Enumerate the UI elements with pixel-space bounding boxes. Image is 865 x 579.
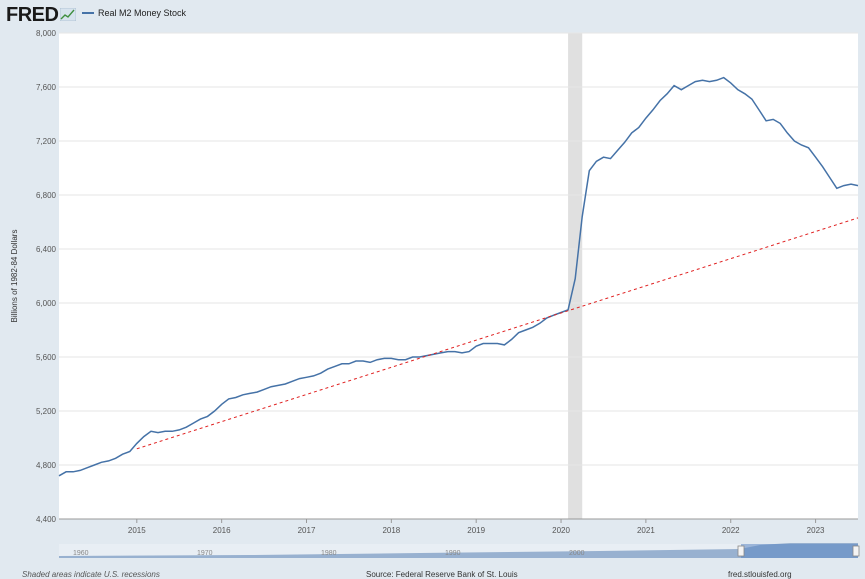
x-tick-label: 2018: [382, 526, 400, 535]
navigator-handle-right[interactable]: [852, 545, 860, 557]
x-tick-label: 2020: [552, 526, 570, 535]
x-tick-label: 2021: [637, 526, 655, 535]
plot-area: [59, 33, 858, 519]
source-note: Source: Federal Reserve Bank of St. Loui…: [366, 570, 518, 579]
navigator-selection[interactable]: [741, 544, 858, 558]
x-tick-label: 2016: [213, 526, 231, 535]
x-tick-label: 2019: [467, 526, 485, 535]
fred-graph-icon: [60, 8, 76, 21]
legend-swatch: [82, 12, 94, 14]
navigator-year-label: 1960: [73, 550, 89, 557]
x-tick-label: 2017: [298, 526, 316, 535]
y-tick-label: 4,400: [36, 515, 57, 524]
navigator-handle-left[interactable]: [737, 545, 745, 557]
y-tick-label: 6,800: [36, 191, 57, 200]
x-tick-label: 2015: [128, 526, 146, 535]
navigator-year-label: 2000: [569, 550, 585, 557]
legend-label: Real M2 Money Stock: [98, 8, 187, 18]
navigator-year-label: 1980: [321, 550, 337, 557]
fred-logo[interactable]: FRED: [6, 4, 59, 26]
navigator-year-label: 1990: [445, 550, 461, 557]
recession-note: Shaded areas indicate U.S. recessions: [22, 570, 160, 579]
y-tick-label: 7,200: [36, 137, 57, 146]
navigator-year-label: 1970: [197, 550, 213, 557]
series-line-real-m2: [58, 76, 859, 477]
y-tick-label: 6,400: [36, 245, 57, 254]
y-tick-label: 4,800: [36, 461, 57, 470]
fred-url-link[interactable]: fred.stlouisfed.org: [728, 570, 792, 579]
y-tick-label: 7,600: [36, 83, 57, 92]
y-axis-label: Billions of 1982-84 Dollars: [10, 230, 19, 323]
x-tick-label: 2022: [722, 526, 740, 535]
trend-line: [136, 217, 859, 450]
y-tick-label: 8,000: [36, 29, 57, 38]
y-tick-label: 5,200: [36, 407, 57, 416]
navigator-area: [59, 543, 858, 558]
y-tick-label: 5,600: [36, 353, 57, 362]
y-tick-label: 6,000: [36, 299, 57, 308]
x-tick-label: 2023: [807, 526, 825, 535]
legend: Real M2 Money Stock: [82, 8, 186, 18]
